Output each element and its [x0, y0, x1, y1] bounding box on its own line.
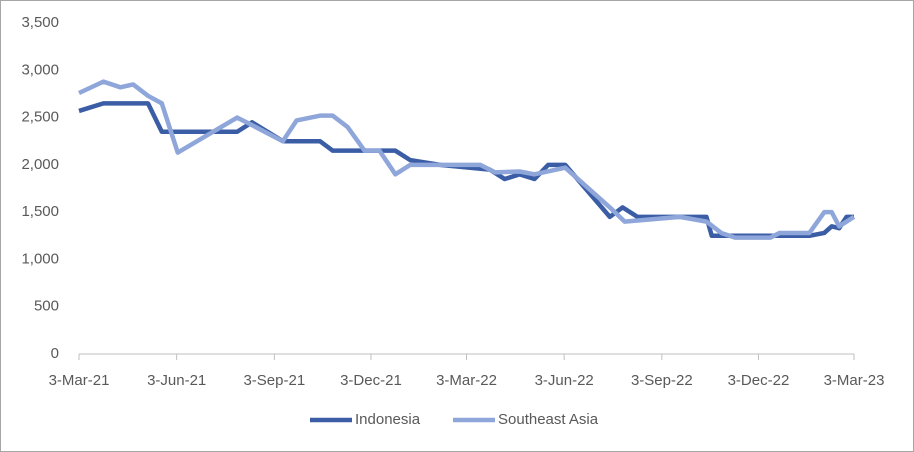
- data-line: [78, 79, 856, 240]
- x-tick-label: 3-Dec-22: [728, 372, 790, 389]
- y-tick-label: 3,000: [21, 61, 59, 78]
- legend-label: Indonesia: [355, 411, 421, 428]
- legend-label: Southeast Asia: [498, 411, 599, 428]
- x-tick-label: 3-Mar-21: [49, 372, 110, 389]
- y-tick-label: 2,500: [21, 109, 59, 126]
- x-tick-label: 3-Jun-21: [147, 372, 206, 389]
- x-tick-label: 3-Sep-21: [243, 372, 305, 389]
- y-tick-label: 1,500: [21, 203, 59, 220]
- x-tick-label: 3-Jun-22: [535, 372, 594, 389]
- y-tick-label: 1,000: [21, 250, 59, 267]
- x-tick-label: 3-Mar-23: [824, 372, 885, 389]
- y-tick-label: 500: [34, 298, 59, 315]
- y-tick-label: 3,500: [21, 14, 59, 31]
- x-tick-label: 3-Sep-22: [631, 372, 693, 389]
- x-tick-label: 3-Mar-22: [436, 372, 497, 389]
- y-tick-label: 2,000: [21, 156, 59, 173]
- y-tick-label: 0: [51, 345, 59, 362]
- x-tick-label: 3-Dec-21: [340, 372, 402, 389]
